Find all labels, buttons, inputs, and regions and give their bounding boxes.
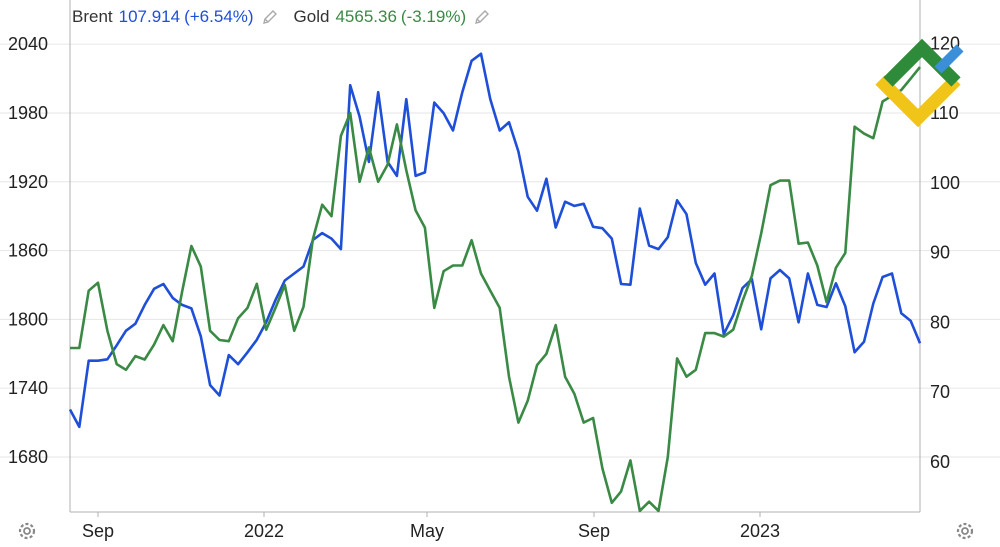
x-tick-label: 2022 [244,521,284,541]
logo-yellow-chevron [875,75,961,128]
y-left-tick-label: 1920 [8,172,48,192]
pencil-icon[interactable] [260,7,280,27]
series-line-brent [68,52,922,429]
y-left-tick-label: 1740 [8,378,48,398]
gear-icon[interactable] [954,520,976,542]
series-line-gold [70,66,922,513]
x-tick-label: Sep [82,521,114,541]
y-right-tick-label: 70 [930,382,950,402]
y-right-tick-label: 110 [930,103,959,123]
legend-gold-value: 4565.36 [335,7,397,26]
x-tick-label: 2023 [740,521,780,541]
tick-labels: 1680 1740 1800 1860 1920 1980 2040 60 70 80 90 100 1… [8,33,960,541]
y-left-tick-label: 2040 [8,34,48,54]
y-right-tick-label: 100 [930,173,960,193]
y-right-tick-label: 90 [930,243,950,263]
legend-item-brent[interactable]: Brent 107.914 (+6.54%) [72,7,280,27]
chart-grid [0,43,1000,458]
y-left-tick-label: 1980 [8,103,48,123]
legend-gold-name: Gold [293,7,330,26]
legend-item-gold[interactable]: Gold 4565.36 (-3.19%) [294,7,493,27]
y-right-tick-label: 120 [930,33,960,53]
legend-brent-value: 107.914 [118,7,181,26]
chart-legend: Brent 107.914 (+6.54%) Gold 4565.36 (-3.… [72,6,506,28]
y-right-tick-label: 60 [930,452,950,472]
legend-brent-name: Brent [72,7,113,26]
logo-green-chevron [883,38,961,87]
x-tick-label: Sep [578,521,610,541]
gear-icon[interactable] [16,520,38,542]
logo-blue-stroke [934,44,964,74]
y-left-tick-label: 1860 [8,241,48,261]
pencil-icon[interactable] [472,7,492,27]
chart-series [68,52,922,513]
y-left-tick-label: 1680 [8,447,48,467]
legend-gold-change: (-3.19%) [400,7,467,26]
y-left-tick-label: 1800 [8,309,48,329]
legend-brent-change: (+6.54%) [184,7,254,26]
x-tick-label: May [410,521,444,541]
chart-axes [69,0,921,517]
brand-logo [875,38,964,128]
y-right-tick-label: 80 [930,312,950,332]
